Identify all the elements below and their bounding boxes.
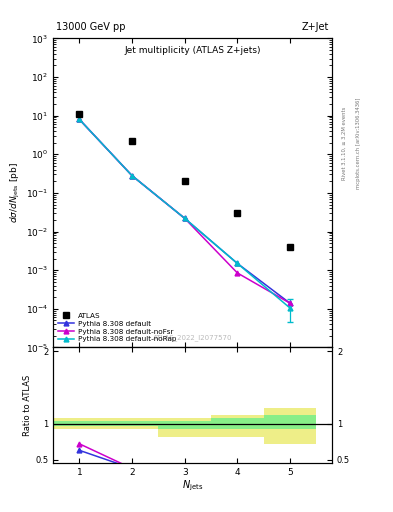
Text: ATLAS_2022_I2077570: ATLAS_2022_I2077570	[153, 334, 232, 342]
Pythia 8.308 default-noRap	[182, 215, 187, 221]
Text: Jet multiplicity (ATLAS Z+jets): Jet multiplicity (ATLAS Z+jets)	[124, 46, 261, 55]
Pythia 8.308 default-noRap	[288, 305, 292, 311]
ATLAS	[288, 244, 292, 250]
Legend: ATLAS, Pythia 8.308 default, Pythia 8.308 default-noFsr, Pythia 8.308 default-no: ATLAS, Pythia 8.308 default, Pythia 8.30…	[57, 311, 178, 344]
ATLAS	[235, 210, 240, 216]
Pythia 8.308 default-noFsr	[130, 173, 134, 179]
Pythia 8.308 default-noRap	[130, 173, 134, 179]
Pythia 8.308 default-noFsr	[182, 215, 187, 221]
Pythia 8.308 default-noRap	[235, 260, 240, 266]
ATLAS	[182, 178, 187, 184]
Line: Pythia 8.308 default: Pythia 8.308 default	[77, 117, 292, 306]
Text: Z+Jet: Z+Jet	[302, 22, 329, 32]
X-axis label: $N_{\mathrm{jets}}$: $N_{\mathrm{jets}}$	[182, 479, 203, 493]
Text: mcplots.cern.ch [arXiv:1306.3436]: mcplots.cern.ch [arXiv:1306.3436]	[356, 98, 361, 189]
Pythia 8.308 default-noFsr	[77, 116, 82, 122]
Line: Pythia 8.308 default-noRap: Pythia 8.308 default-noRap	[77, 117, 292, 310]
Line: Pythia 8.308 default-noFsr: Pythia 8.308 default-noFsr	[77, 117, 292, 306]
Pythia 8.308 default-noRap	[77, 116, 82, 122]
Line: ATLAS: ATLAS	[76, 111, 293, 250]
Pythia 8.308 default-noFsr	[288, 300, 292, 306]
Pythia 8.308 default	[77, 116, 82, 122]
ATLAS	[130, 138, 134, 144]
Y-axis label: Ratio to ATLAS: Ratio to ATLAS	[23, 375, 32, 436]
Text: 13000 GeV pp: 13000 GeV pp	[56, 22, 125, 32]
Pythia 8.308 default-noFsr	[235, 270, 240, 276]
Y-axis label: $d\sigma/dN_{\mathrm{jets}}$ [pb]: $d\sigma/dN_{\mathrm{jets}}$ [pb]	[9, 162, 22, 223]
ATLAS	[77, 111, 82, 117]
Pythia 8.308 default	[235, 260, 240, 266]
Pythia 8.308 default	[182, 215, 187, 221]
Pythia 8.308 default	[130, 173, 134, 179]
Pythia 8.308 default	[288, 300, 292, 306]
Text: Rivet 3.1.10, ≥ 3.2M events: Rivet 3.1.10, ≥ 3.2M events	[342, 106, 347, 180]
